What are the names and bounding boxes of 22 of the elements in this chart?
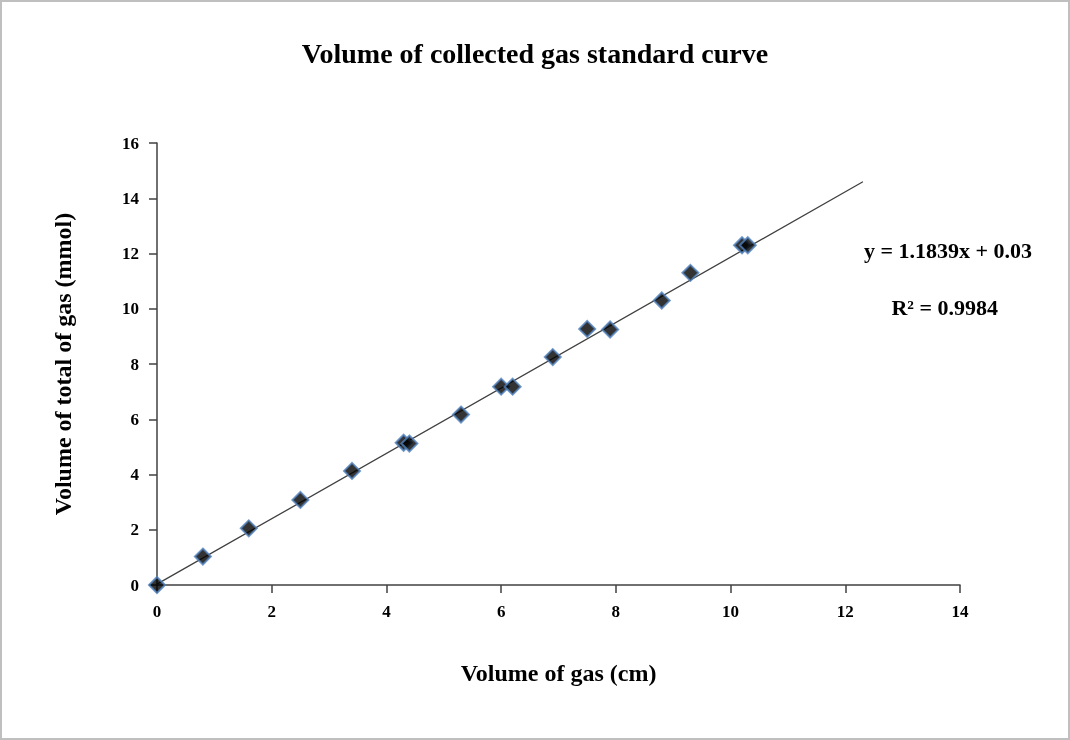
y-tick-label: 0 <box>130 575 139 595</box>
x-tick-label: 12 <box>836 602 854 621</box>
x-tick-label: 14 <box>951 602 969 621</box>
y-tick-label: 2 <box>130 520 139 540</box>
x-tick-label: 4 <box>382 602 392 621</box>
y-tick-label: 8 <box>130 354 139 374</box>
y-tick-label: 6 <box>130 409 139 429</box>
x-tick-label: 8 <box>611 602 621 621</box>
chart-title: Volume of collected gas standard curve <box>301 37 769 69</box>
x-tick-label: 0 <box>152 602 162 621</box>
y-tick-label: 16 <box>122 133 139 153</box>
y-axis-title: Volume of total of gas (mmol) <box>50 212 76 516</box>
x-tick-label: 10 <box>722 602 740 621</box>
annotation: R² = 0.9984 <box>891 294 999 320</box>
y-tick-label: 4 <box>130 465 140 484</box>
y-tick-label: 14 <box>122 188 140 208</box>
x-axis-title: Volume of gas (cm) <box>460 660 657 686</box>
x-tick-label: 2 <box>267 602 276 621</box>
y-tick-label: 12 <box>122 244 139 263</box>
annotation: y = 1.1839x + 0.03 <box>863 237 1033 263</box>
x-tick-label: 6 <box>496 602 506 621</box>
y-tick-label: 10 <box>122 299 139 319</box>
